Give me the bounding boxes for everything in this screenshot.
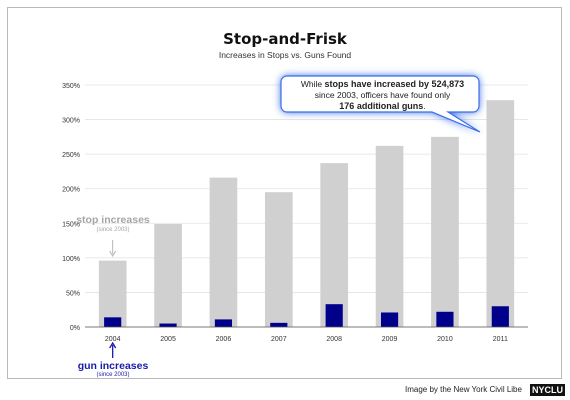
x-tick-label: 2011 bbox=[493, 336, 508, 343]
gun-increases-title: gun increases bbox=[77, 360, 149, 372]
stop-increase-bar bbox=[154, 223, 182, 327]
y-tick-label: 50% bbox=[66, 290, 80, 297]
y-tick-label: 0% bbox=[70, 325, 80, 332]
stop-increase-bar bbox=[209, 177, 238, 327]
stop-increase-bar bbox=[486, 100, 515, 327]
stop-increase-bar bbox=[320, 163, 349, 327]
stop-increase-bar bbox=[264, 192, 293, 327]
y-tick-label: 350% bbox=[62, 83, 80, 90]
image-credit: Image by the New York Civil Libe bbox=[405, 385, 522, 394]
gun-increase-bar bbox=[436, 311, 454, 327]
x-tick-label: 2009 bbox=[382, 336, 398, 343]
x-tick-label: 2006 bbox=[216, 336, 232, 343]
gun-arrowhead-icon bbox=[109, 341, 117, 349]
y-tick-label: 100% bbox=[62, 256, 80, 263]
axes: 0% 50% 100% 150% 200% 250% 300% 350% 2004 2005 200… bbox=[62, 83, 528, 343]
stop-increases-note: (since 2003) bbox=[96, 227, 130, 233]
chart-title: Stop-and-Frisk bbox=[223, 30, 347, 48]
gun-increase-bar bbox=[491, 306, 509, 327]
gun-increase-bar bbox=[159, 323, 177, 327]
x-tick-label: 2005 bbox=[160, 336, 176, 343]
y-tick-label: 300% bbox=[62, 118, 80, 125]
gun-increase-bar bbox=[270, 322, 288, 327]
y-tick-label: 200% bbox=[62, 187, 80, 194]
callout-line3-bold: 176 additional guns bbox=[339, 101, 424, 111]
callout-box bbox=[280, 75, 481, 133]
nyclu-logo: NYCLU bbox=[530, 384, 565, 396]
gun-increases-label: gun increases (since 2003) bbox=[72, 360, 154, 378]
x-tick-label: 2008 bbox=[326, 336, 342, 343]
stop-increase-bar bbox=[431, 136, 459, 327]
stop-increase-bar bbox=[98, 260, 127, 327]
x-tick-label: 2010 bbox=[437, 336, 453, 343]
y-tick-label: 250% bbox=[62, 152, 80, 159]
x-tick-label: 2004 bbox=[105, 336, 121, 343]
chart-subtitle: Increases in Stops vs. Guns Found bbox=[218, 50, 352, 60]
bars bbox=[98, 100, 515, 327]
callout-line1-bold: stops have increased by 524,873 bbox=[324, 79, 465, 89]
stop-arrowhead-icon bbox=[109, 250, 117, 257]
callout-line2: since 2003, officers have found only bbox=[314, 90, 451, 100]
callout bbox=[280, 75, 481, 133]
callout-line3-post: . bbox=[423, 101, 426, 111]
gun-increase-bar bbox=[325, 304, 343, 327]
callout-text: While stops have increased by 524,873 si… bbox=[292, 79, 473, 112]
stop-increase-bar bbox=[375, 145, 404, 327]
stop-increases-title: stop increases bbox=[76, 214, 150, 226]
gun-increase-bar bbox=[104, 317, 122, 327]
x-tick-label: 2007 bbox=[271, 336, 287, 343]
label-arrows bbox=[109, 240, 117, 358]
callout-line1-pre: While bbox=[300, 79, 325, 89]
y-tick-label: 150% bbox=[62, 221, 80, 228]
gun-increases-note: (since 2003) bbox=[96, 372, 130, 378]
gun-increase-bar bbox=[214, 319, 233, 327]
gun-increase-bar bbox=[380, 312, 399, 327]
stop-increases-label: stop increases (since 2003) bbox=[72, 214, 154, 233]
